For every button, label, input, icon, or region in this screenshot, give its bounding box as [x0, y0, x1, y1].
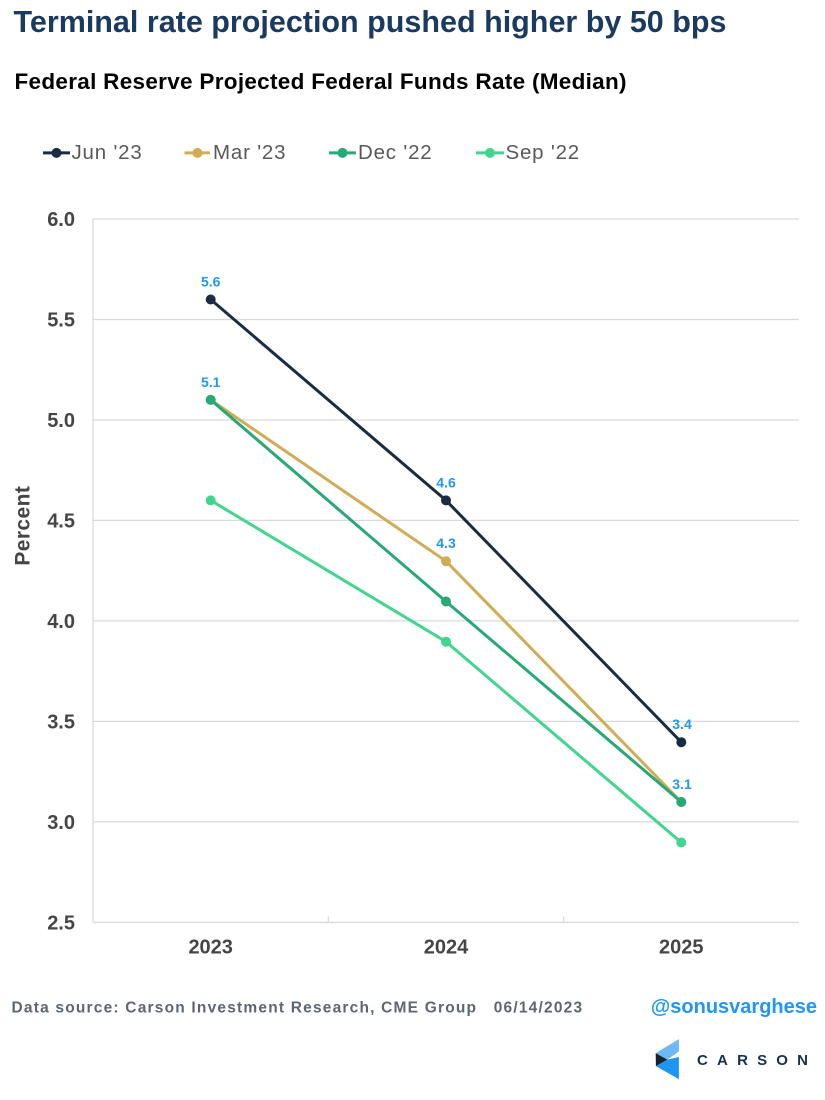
- svg-text:Jun '23: Jun '23: [72, 141, 143, 164]
- svg-text:2024: 2024: [424, 937, 469, 959]
- svg-text:3.0: 3.0: [47, 812, 75, 834]
- svg-text:6.0: 6.0: [47, 209, 75, 231]
- svg-text:Sep '22: Sep '22: [506, 141, 581, 164]
- svg-text:Percent: Percent: [12, 486, 35, 566]
- svg-text:5.0: 5.0: [47, 410, 75, 432]
- svg-text:Dec '22: Dec '22: [358, 141, 432, 164]
- svg-text:4.6: 4.6: [436, 474, 456, 490]
- svg-text:3.1: 3.1: [672, 776, 692, 792]
- svg-text:4.3: 4.3: [436, 535, 456, 551]
- svg-text:5.5: 5.5: [47, 310, 75, 332]
- svg-text:@sonusvarghese: @sonusvarghese: [651, 996, 817, 1018]
- svg-text:2.5: 2.5: [47, 912, 75, 934]
- svg-text:Terminal rate projection pushe: Terminal rate projection pushed higher b…: [14, 5, 727, 39]
- svg-text:4.0: 4.0: [47, 611, 75, 633]
- svg-text:2023: 2023: [188, 937, 233, 959]
- svg-text:5.1: 5.1: [201, 374, 221, 390]
- svg-text:CARSON: CARSON: [697, 1052, 817, 1069]
- svg-text:3.4: 3.4: [672, 716, 692, 732]
- svg-text:4.5: 4.5: [47, 510, 75, 532]
- svg-text:Federal Reserve Projected Fede: Federal Reserve Projected Federal Funds …: [15, 69, 627, 94]
- svg-text:3.5: 3.5: [47, 711, 75, 733]
- svg-text:Data source: Carson Investment: Data source: Carson Investment Research,…: [12, 1000, 584, 1017]
- svg-text:5.6: 5.6: [201, 274, 221, 290]
- svg-text:2025: 2025: [659, 937, 704, 959]
- svg-text:Mar '23: Mar '23: [213, 141, 286, 164]
